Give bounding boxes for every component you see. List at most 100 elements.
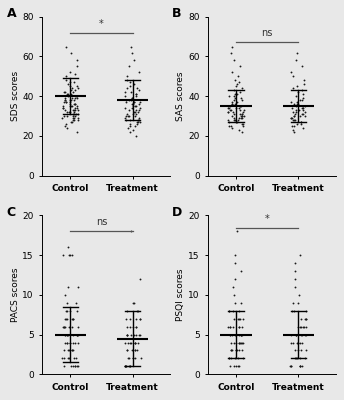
Point (128, 129, 133, 135)
Point (228, 324, 233, 330)
Point (234, 228, 240, 234)
Point (131, 57, 137, 64)
Point (122, 105, 128, 111)
Point (126, 63, 132, 70)
Point (133, 331, 139, 338)
Point (65, 244, 71, 250)
Point (229, 101, 235, 107)
Point (298, 121, 304, 127)
Point (133, 91, 139, 98)
Point (229, 347, 234, 354)
Point (64, 43, 69, 50)
Point (231, 117, 237, 123)
Point (124, 331, 130, 338)
Point (236, 347, 241, 354)
Point (288, 331, 294, 338)
Point (233, 331, 238, 338)
Point (136, 115, 142, 121)
Point (127, 363, 133, 370)
Point (297, 363, 303, 370)
Point (229, 43, 235, 50)
Point (64, 308, 69, 314)
Point (131, 109, 137, 115)
Point (288, 363, 294, 370)
Point (137, 87, 142, 94)
Point (66, 93, 71, 100)
Point (71, 111, 77, 117)
Point (226, 119, 232, 125)
Point (65, 284, 70, 290)
Point (237, 103, 243, 109)
Point (64, 331, 70, 338)
Point (70, 85, 75, 92)
Point (232, 115, 237, 121)
Point (230, 125, 235, 131)
Point (233, 91, 238, 98)
Point (135, 117, 141, 123)
Point (68, 363, 74, 370)
Point (60, 355, 65, 362)
Point (240, 123, 246, 129)
Point (297, 355, 302, 362)
Point (297, 97, 303, 104)
Point (232, 292, 237, 298)
Point (61, 355, 66, 362)
Point (292, 101, 297, 107)
Point (132, 99, 137, 105)
Point (239, 268, 244, 274)
Point (72, 115, 77, 121)
Point (299, 111, 305, 117)
Point (299, 87, 305, 94)
Y-axis label: SDS scores: SDS scores (11, 71, 20, 121)
Point (297, 324, 303, 330)
Point (61, 113, 67, 119)
Point (122, 339, 128, 346)
Point (123, 117, 129, 123)
Point (295, 339, 301, 346)
Point (71, 97, 76, 104)
Point (233, 363, 239, 370)
Point (296, 300, 301, 306)
Point (130, 111, 136, 117)
Point (294, 83, 300, 90)
Point (298, 331, 304, 338)
Point (74, 331, 79, 338)
Point (240, 331, 245, 338)
Point (227, 355, 232, 362)
Point (67, 109, 73, 115)
Point (294, 99, 300, 105)
Point (130, 103, 136, 109)
Point (72, 71, 78, 78)
Point (294, 331, 299, 338)
Point (233, 77, 238, 84)
Point (123, 99, 128, 105)
Point (65, 355, 70, 362)
Point (127, 113, 132, 119)
Point (231, 316, 236, 322)
Point (296, 292, 302, 298)
Point (129, 331, 134, 338)
Point (71, 316, 76, 322)
Point (138, 316, 143, 322)
Point (295, 89, 301, 96)
Point (133, 324, 139, 330)
Point (231, 87, 237, 94)
Point (137, 105, 143, 111)
Point (298, 119, 304, 125)
Point (238, 331, 244, 338)
Point (69, 103, 75, 109)
Point (226, 308, 232, 314)
Point (127, 83, 132, 90)
Point (300, 324, 305, 330)
Point (298, 119, 304, 125)
Point (126, 97, 131, 104)
Point (127, 363, 133, 370)
Point (73, 101, 78, 107)
Point (125, 339, 131, 346)
Point (72, 107, 78, 113)
Point (60, 105, 65, 111)
Point (69, 347, 75, 354)
Point (128, 43, 134, 50)
Point (68, 252, 73, 258)
Point (226, 103, 231, 109)
